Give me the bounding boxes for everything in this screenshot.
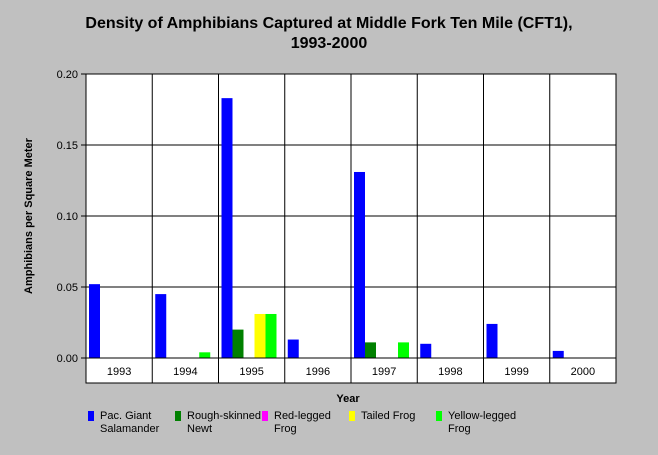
bar-pac-giant-salamander-2000 (552, 350, 564, 358)
chart-title: Density of Amphibians Captured at Middle… (0, 14, 658, 54)
legend-swatch (349, 411, 355, 421)
x-tick-label: 1993 (107, 366, 131, 378)
legend-swatch (262, 411, 268, 421)
bar-yellow-legged-frog-1994 (199, 352, 211, 358)
bar-rough-skinned-newt-1995 (232, 329, 244, 358)
bar-pac-giant-salamander-1996 (287, 339, 299, 358)
bar-pac-giant-salamander-1995 (221, 98, 233, 358)
x-tick-label: 1996 (306, 366, 330, 378)
bar-tailed-frog-1995 (254, 313, 266, 358)
legend-swatch (88, 411, 94, 421)
x-tick-label: 1998 (438, 366, 462, 378)
bar-layer (89, 98, 564, 358)
x-tick-label: 1994 (173, 366, 197, 378)
x-axis-title: Year (336, 393, 360, 405)
grid-layer (86, 74, 616, 358)
y-tick-label: 0.10 (57, 211, 78, 223)
x-tick-label: 1997 (372, 366, 396, 378)
legend-swatch (436, 411, 442, 421)
bar-pac-giant-salamander-1997 (354, 171, 365, 358)
y-axis-title: Amphibians per Square Meter (23, 137, 35, 294)
x-tick-label: 1999 (504, 366, 528, 378)
x-tick-layer: 1993 1994 1995 1996 1997 1998 1999 2000 (107, 358, 595, 383)
bar-pac-giant-salamander-1993 (89, 284, 100, 358)
legend-label: Yellow-legged Frog (448, 410, 517, 435)
bar-pac-giant-salamander-1999 (486, 323, 498, 358)
legend-label: Tailed Frog (361, 410, 416, 422)
legend-swatch (175, 411, 181, 421)
x-tick-label: 1995 (239, 366, 263, 378)
y-tick-label: 0.20 (57, 69, 78, 81)
bar-pac-giant-salamander-1994 (155, 294, 167, 358)
axis-layer: 0.00 0.05 0.10 0.15 0.20 (57, 69, 86, 365)
legend: Pac. Giant Salamander Rough-skinned Newt R… (88, 410, 648, 450)
bar-yellow-legged-frog-1995 (265, 313, 277, 358)
chart-title-line1: Density of Amphibians Captured at Middle… (85, 15, 573, 32)
bar-rough-skinned-newt-1997 (365, 342, 376, 358)
bar-yellow-legged-frog-1997 (398, 342, 409, 358)
legend-label: Pac. Giant Salamander (100, 410, 160, 435)
y-tick-label: 0.00 (57, 353, 78, 365)
chart-title-line2: 1993-2000 (290, 35, 368, 52)
legend-label: Rough-skinned Newt (187, 410, 261, 435)
legend-label: Red-legged Frog (274, 410, 331, 435)
bar-pac-giant-salamander-1998 (420, 343, 432, 358)
x-tick-label: 2000 (571, 366, 595, 378)
y-tick-label: 0.05 (57, 282, 78, 294)
y-tick-label: 0.15 (57, 140, 78, 152)
